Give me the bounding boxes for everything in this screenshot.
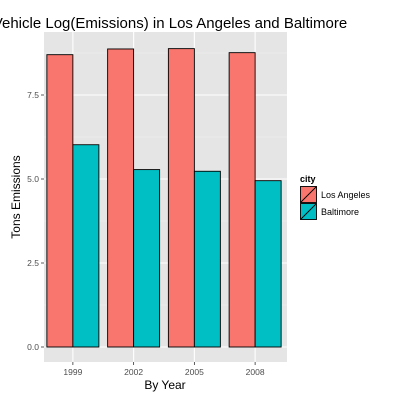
bar-los-angeles-1999 [46, 54, 74, 348]
legend-title: city [300, 174, 316, 184]
y-tick-label: 2.5 [27, 258, 39, 268]
bar-baltimore-1999 [72, 144, 100, 348]
x-axis-label: By Year [144, 378, 185, 392]
bar-los-angeles-2008 [228, 52, 256, 348]
y-tick-label: 0.0 [27, 342, 39, 352]
x-tick-label: 1999 [63, 367, 82, 377]
bars [46, 48, 282, 348]
x-tick-label: 2005 [185, 367, 204, 377]
legend-key-slash [300, 186, 317, 203]
bar-los-angeles-2002 [107, 48, 135, 348]
bar-baltimore-2005 [193, 170, 221, 348]
bar-los-angeles-2005 [167, 48, 195, 348]
x-tick-label: 2008 [246, 367, 265, 377]
legend-label-los-angeles: Los Angeles [321, 190, 371, 200]
bar-baltimore-2008 [254, 180, 282, 348]
bar-baltimore-2002 [133, 169, 161, 348]
chart-title: Vehicle Log(Emissions) in Los Angeles an… [0, 15, 347, 32]
y-tick-label: 5.0 [27, 174, 39, 184]
y-tick-label: 7.5 [27, 90, 39, 100]
y-axis-label: Tons Emissions [9, 155, 23, 238]
x-axis-ticks: 1999 2002 2005 2008 [63, 362, 265, 377]
x-tick-label: 2002 [124, 367, 143, 377]
legend: city Los Angeles Baltimore [300, 174, 371, 220]
legend-key-slash [300, 203, 317, 220]
legend-label-baltimore: Baltimore [321, 207, 359, 217]
y-axis-ticks: 0.0 2.5 5.0 7.5 [27, 90, 44, 352]
